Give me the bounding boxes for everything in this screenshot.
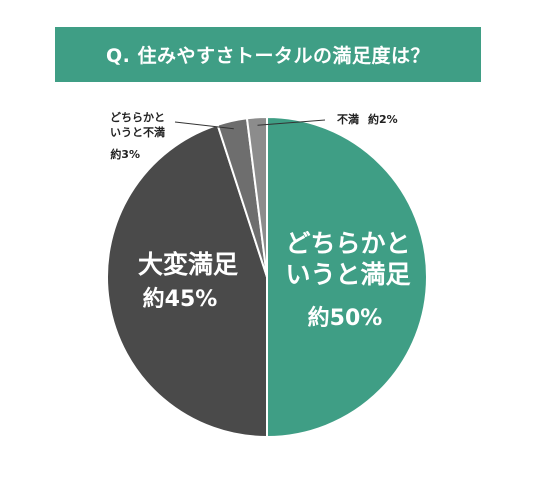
leader-line-unsatisfied bbox=[257, 119, 326, 126]
slice-value-somewhat-satisfied: 約50% bbox=[308, 305, 383, 331]
slice-label-very-satisfied: 大変満足 bbox=[138, 250, 238, 279]
slice-value-unsatisfied: 約2% bbox=[368, 112, 398, 126]
slice-value-very-satisfied: 約45% bbox=[143, 286, 218, 312]
slice-label-somewhat-satisfied-line2: いうと満足 bbox=[285, 260, 410, 289]
leader-line-somewhat-unsatisfied bbox=[174, 121, 234, 130]
slice-label-somewhat-unsatisfied-line1: どちらかと bbox=[110, 111, 165, 124]
question-banner: Q. 住みやすさトータルの満足度は？ bbox=[55, 27, 481, 82]
question-title: Q. 住みやすさトータルの満足度は？ bbox=[106, 45, 430, 67]
slice-value-somewhat-unsatisfied: 約3% bbox=[110, 147, 140, 161]
pie-slice-unsatisfied bbox=[245, 115, 268, 278]
slice-label-somewhat-unsatisfied-line2: いうと不満 bbox=[110, 125, 165, 139]
pie-slice-somewhat-satisfied bbox=[266, 115, 428, 439]
pie-slice-very-satisfied bbox=[106, 123, 268, 439]
slice-label-somewhat-satisfied-line1: どちらかと bbox=[285, 229, 410, 258]
slice-label-unsatisfied: 不満 bbox=[337, 112, 359, 126]
